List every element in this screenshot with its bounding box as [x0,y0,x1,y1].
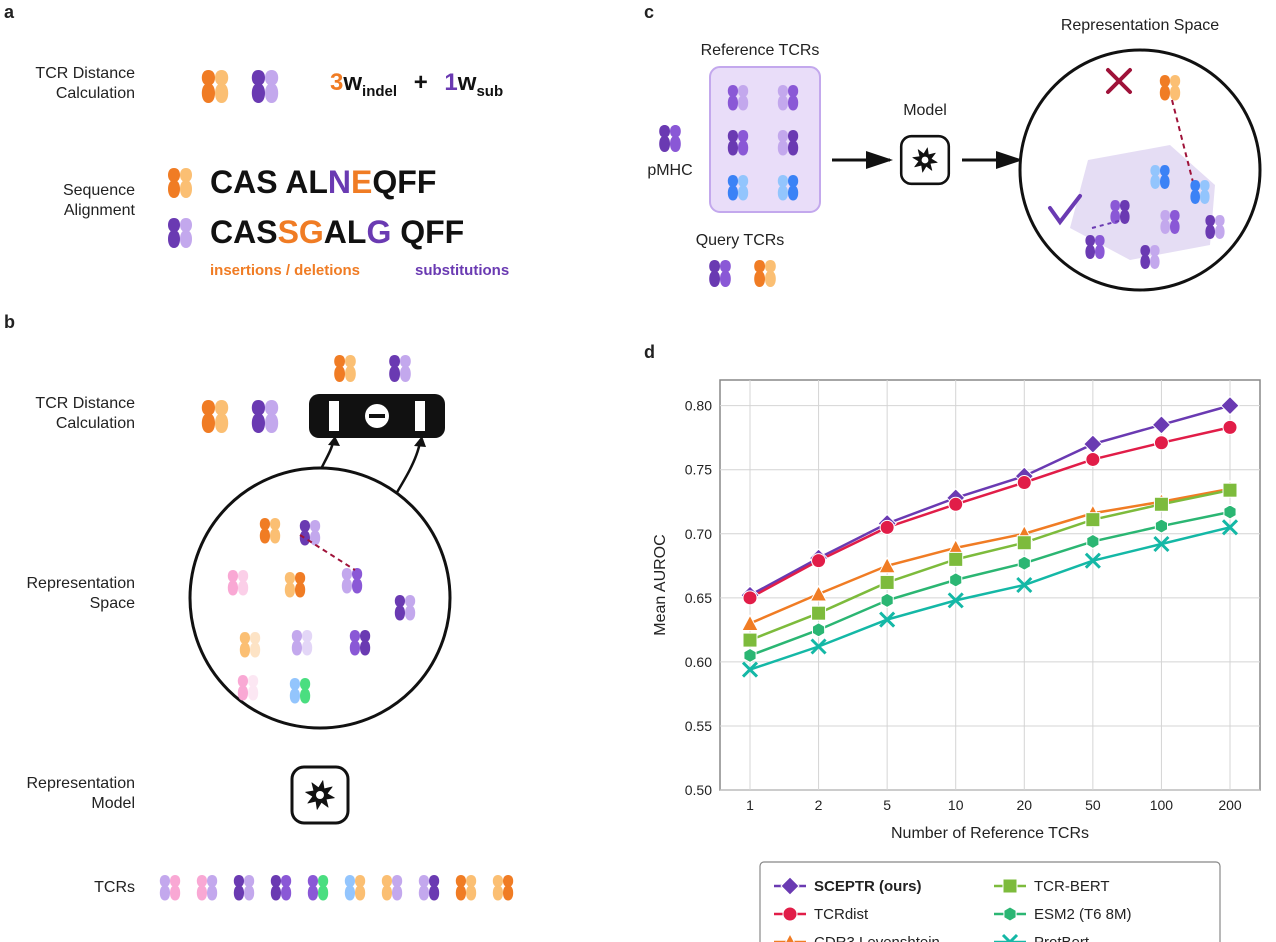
panel-letter-b: b [4,312,15,332]
ytick: 0.60 [685,654,712,670]
query-tcrs-label: Query TCRs [696,232,785,249]
gear-icon [901,136,949,184]
panel-c: c Reference TCRs Representation Space pMHC Q… [644,2,1260,290]
label: TCR Distance [35,65,135,82]
model-label: Model [903,102,947,119]
ytick: 0.80 [685,398,712,414]
tcr-icon [168,218,192,248]
panel-d: d 0.50 0.55 0.60 0.65 0.70 0.75 0.80 1 2 5 10 20 50 10… [644,342,1260,942]
tcr-icon [308,875,328,901]
legend-label: SCEPTR (ours) [814,878,922,895]
tcr-icon [202,70,228,103]
legend-label: ProtBert [1034,934,1090,942]
xtick: 50 [1085,797,1101,813]
panel-letter-a: a [4,2,15,22]
figure-root: a TCR Distance Calculation Sequence Alignmen… [0,0,1276,942]
legend-label: TCRdist [814,906,869,923]
panel-letter-d: d [644,342,655,362]
sequence: CASSGALG QFF [210,214,464,250]
pmhc-label: pMHC [647,162,692,179]
sub-label: substitutions [415,262,509,279]
reference-box [710,67,820,212]
legend-label: TCR-BERT [1034,878,1110,895]
tcr-icon [754,260,776,287]
ytick: 0.55 [685,718,712,734]
tcr-icon [252,70,278,103]
label: Calculation [56,85,135,102]
panel-b: b TCR Distance Calculation Representation Sp… [4,312,513,901]
rep-space-label: Representation Space [1061,17,1219,34]
svg-text:3windel + 1wsub: 3windel + 1wsub [330,69,503,100]
tcr-icon [345,875,365,901]
legend-label: ESM2 (T6 8M) [1034,906,1132,923]
tcr-icon [389,355,411,382]
legend-label: CDR3 Levenshtein [814,934,940,942]
panel-a: a TCR Distance Calculation Sequence Alignmen… [4,2,509,279]
ytick: 0.65 [685,590,712,606]
tcr-icon [197,875,217,901]
label: Alignment [64,202,136,219]
xtick: 10 [948,797,964,813]
tcr-icon [456,875,476,901]
reference-tcrs-label: Reference TCRs [701,42,820,59]
ylabel: Mean AUROC [652,534,669,635]
xtick: 200 [1218,797,1242,813]
xtick: 2 [815,797,823,813]
panel-letter-c: c [644,2,654,22]
xtick: 5 [883,797,891,813]
xtick: 1 [746,797,754,813]
label: Representation [26,575,135,592]
sequence: CAS ALNEQFF [210,164,436,200]
distance-formula: 3windel + 1wsub [330,69,503,100]
tcr-icon [271,875,291,901]
tcr-icon [234,875,254,901]
xtick: 20 [1016,797,1032,813]
tcr-icon [659,125,681,152]
label: Space [90,595,135,612]
tcr-icon [493,875,513,901]
tcr-icon [160,875,180,901]
label: TCR Distance [35,395,135,412]
label: Calculation [56,415,135,432]
tcr-icon [202,400,228,433]
indel-label: insertions / deletions [210,262,360,279]
tcr-icon [709,260,731,287]
xlabel: Number of Reference TCRs [891,825,1089,842]
tcr-icon [382,875,402,901]
xtick: 100 [1150,797,1174,813]
tcr-icon [168,168,192,198]
legend-box [760,862,1220,942]
chart-frame [720,380,1260,790]
gear-icon [292,767,348,823]
label: Model [91,795,135,812]
label: Representation [26,775,135,792]
ytick: 0.75 [685,462,712,478]
tcr-icon [252,400,278,433]
label: Sequence [63,182,135,199]
ytick: 0.70 [685,526,712,542]
tcr-icon [419,875,439,901]
ytick: 0.50 [685,782,712,798]
tcr-icon [334,355,356,382]
tcrs-label: TCRs [94,879,135,896]
